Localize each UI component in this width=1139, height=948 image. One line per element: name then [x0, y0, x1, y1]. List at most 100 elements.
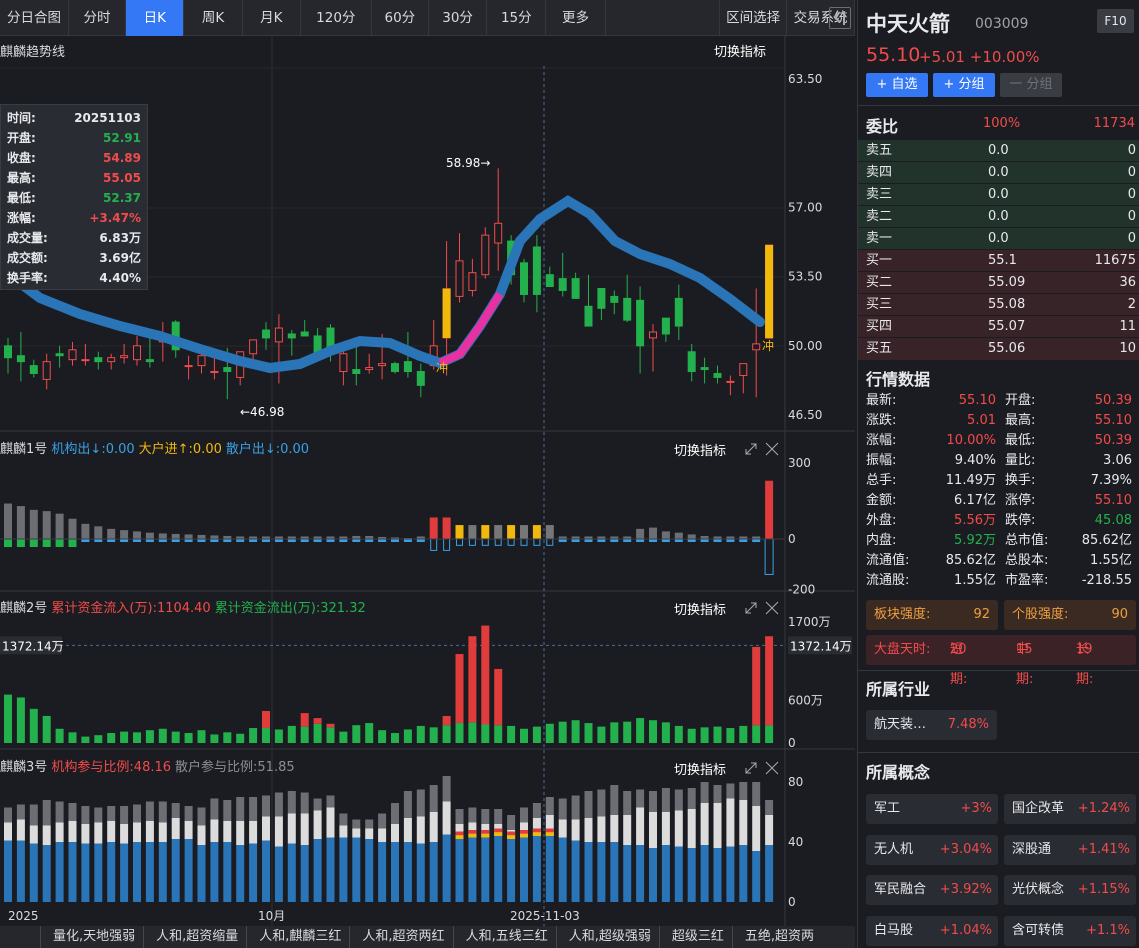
- panel2-inflow-bar: [468, 722, 477, 743]
- collapse-panel-icon[interactable]: [829, 7, 851, 29]
- concept-chip[interactable]: 深股通 +1.41%: [1004, 834, 1136, 865]
- market-key: 涨跌:: [866, 413, 897, 428]
- bid-row[interactable]: 买一 55.1 11675: [858, 250, 1139, 272]
- strategy-tab[interactable]: 人和,超级强弱: [555, 926, 659, 948]
- panel2-inflow-bar: [442, 725, 451, 743]
- ask-row[interactable]: 卖五 0.0 0: [858, 140, 1139, 162]
- bid-row[interactable]: 买三 55.08 2: [858, 294, 1139, 316]
- ask-row[interactable]: 卖三 0.0 0: [858, 184, 1139, 206]
- panel2-inflow-bar: [636, 718, 645, 743]
- strategy-tab[interactable]: 五绝,超资两: [731, 926, 822, 948]
- tab-fenrihetu[interactable]: 分日合图: [0, 0, 69, 36]
- panel2-inflow-bar: [16, 697, 25, 743]
- panel3-hot-bar: [532, 828, 541, 833]
- candle-body: [197, 355, 206, 367]
- close-icon[interactable]: [765, 442, 779, 456]
- expand-icon[interactable]: [744, 761, 758, 775]
- panel3-inst-bar: [391, 842, 399, 902]
- industry-chip[interactable]: 航天装… 7.48%: [866, 710, 997, 740]
- strategy-tab[interactable]: 人和,麒麟三红: [246, 926, 349, 948]
- panel3-switch-indicator-button[interactable]: 切换指标: [674, 763, 727, 778]
- strategy-tabs: 量化,天地强弱 人和,超资缩量 人和,麒麟三红 人和,超资两红 人和,五线三红 人和,超级…: [0, 926, 855, 948]
- panel3-hot-bar: [468, 830, 477, 834]
- tab-weekly-k[interactable]: 周K: [184, 0, 243, 36]
- concept-pct: +1.24%: [1077, 801, 1130, 816]
- panel3-retail-bar: [429, 812, 438, 842]
- tab-more[interactable]: 更多: [546, 0, 606, 36]
- panel1-legend-item: 大户进↑:0.00: [138, 442, 222, 457]
- ask-row[interactable]: 卖一 0.0 0: [858, 228, 1139, 250]
- concept-pct: +1.04%: [939, 922, 992, 938]
- add-watchlist-button[interactable]: + 自选: [866, 73, 928, 97]
- panel3-other-bar: [403, 791, 412, 818]
- market-value: 11.49万: [945, 473, 996, 488]
- strategy-tab[interactable]: 量化,天地强弱: [40, 926, 143, 948]
- expand-icon[interactable]: [744, 442, 758, 456]
- strategy-tab[interactable]: 超级三红: [658, 926, 732, 948]
- tab-15min[interactable]: 15分: [487, 0, 547, 36]
- expand-icon[interactable]: [744, 601, 758, 615]
- panel1-bar: [416, 539, 425, 542]
- panel1-bar: [584, 539, 593, 542]
- panel2-inflow-bar: [739, 725, 748, 743]
- kline-chart-svg[interactable]: 63.5057.0053.5050.0046.5058.98→←46.98冲冲2…: [0, 36, 855, 926]
- bid-row[interactable]: 买二 55.09 36: [858, 272, 1139, 294]
- tab-30min[interactable]: 30分: [429, 0, 488, 36]
- panel1-bar: [145, 532, 154, 539]
- level-price: 55.07: [988, 319, 1026, 334]
- panel3-retail-bar: [68, 821, 77, 842]
- close-icon[interactable]: [765, 761, 779, 775]
- concept-chip[interactable]: 军民融合 +3.92%: [866, 875, 998, 905]
- ask-row[interactable]: 卖二 0.0 0: [858, 206, 1139, 228]
- bid-row[interactable]: 买五 55.06 10: [858, 338, 1139, 360]
- high-price-label: 58.98→: [446, 156, 490, 170]
- range-select-button[interactable]: 区间选择: [719, 0, 788, 36]
- candle-body: [584, 305, 593, 327]
- tab-60min[interactable]: 60分: [372, 0, 429, 36]
- panel1-bar: [739, 539, 748, 542]
- panel1-bar: [520, 538, 528, 546]
- panel3-other-bar: [4, 807, 12, 823]
- tooltip-row: 最高: 55.05: [7, 168, 141, 188]
- strategy-tab[interactable]: 人和,超资缩量: [143, 926, 246, 948]
- tab-daily-k[interactable]: 日K: [126, 0, 185, 36]
- tab-120min[interactable]: 120分: [301, 0, 372, 36]
- panel3-other-bar: [455, 809, 464, 824]
- panel3-inst-bar: [545, 836, 554, 902]
- panel1-switch-indicator-button[interactable]: 切换指标: [674, 444, 727, 459]
- tab-monthly-k[interactable]: 月K: [243, 0, 301, 36]
- bid-row[interactable]: 买四 55.07 11: [858, 316, 1139, 338]
- panel2-switch-indicator-button[interactable]: 切换指标: [674, 603, 727, 618]
- add-group-button[interactable]: + 分组: [933, 73, 995, 97]
- strategy-tab[interactable]: 人和,超资两红: [349, 926, 452, 948]
- concept-chip[interactable]: 光伏概念 +1.15%: [1004, 875, 1136, 905]
- panel1-bar: [287, 536, 296, 539]
- panel2-inflow-bar: [571, 720, 580, 743]
- panel2-inflow-bar: [197, 730, 206, 743]
- close-icon[interactable]: [765, 601, 779, 615]
- concept-chip[interactable]: 国企改革 +1.24%: [1004, 794, 1136, 824]
- concept-chip[interactable]: 军工 +3%: [866, 794, 998, 824]
- panel1-bar: [687, 539, 696, 542]
- concept-chip[interactable]: 含可转债 +1.1%: [1004, 915, 1136, 946]
- panel3-tick-label: 80: [788, 775, 803, 789]
- ask-row[interactable]: 卖四 0.0 0: [858, 162, 1139, 184]
- panel3-inst-bar: [700, 845, 709, 902]
- panel3-other-bar: [661, 788, 670, 812]
- concept-chip[interactable]: 白马股 +1.04%: [866, 915, 998, 946]
- remove-group-button[interactable]: 一 分组: [1000, 73, 1062, 97]
- panel2-inflow-bar: [584, 723, 593, 743]
- candle-body: [416, 371, 425, 386]
- concept-chip[interactable]: 无人机 +3.04%: [866, 834, 998, 865]
- panel3-name: 麒麟3号: [0, 760, 48, 775]
- tab-fenshi[interactable]: 分时: [69, 0, 127, 36]
- market-row: 涨幅: 10.00% 最低: 50.39: [866, 431, 1136, 451]
- panel1-bar: [623, 536, 632, 539]
- main-switch-indicator-button[interactable]: 切换指标: [714, 45, 767, 60]
- strategy-tab[interactable]: 人和,五线三红: [452, 926, 556, 948]
- order-diff: 11734: [1093, 116, 1135, 131]
- panel2-inflow-bar: [623, 721, 632, 743]
- f10-button[interactable]: F10: [1097, 9, 1134, 33]
- market-row: 涨跌: 5.01 最高: 55.10: [866, 411, 1136, 431]
- panel3-retail-bar: [107, 821, 116, 842]
